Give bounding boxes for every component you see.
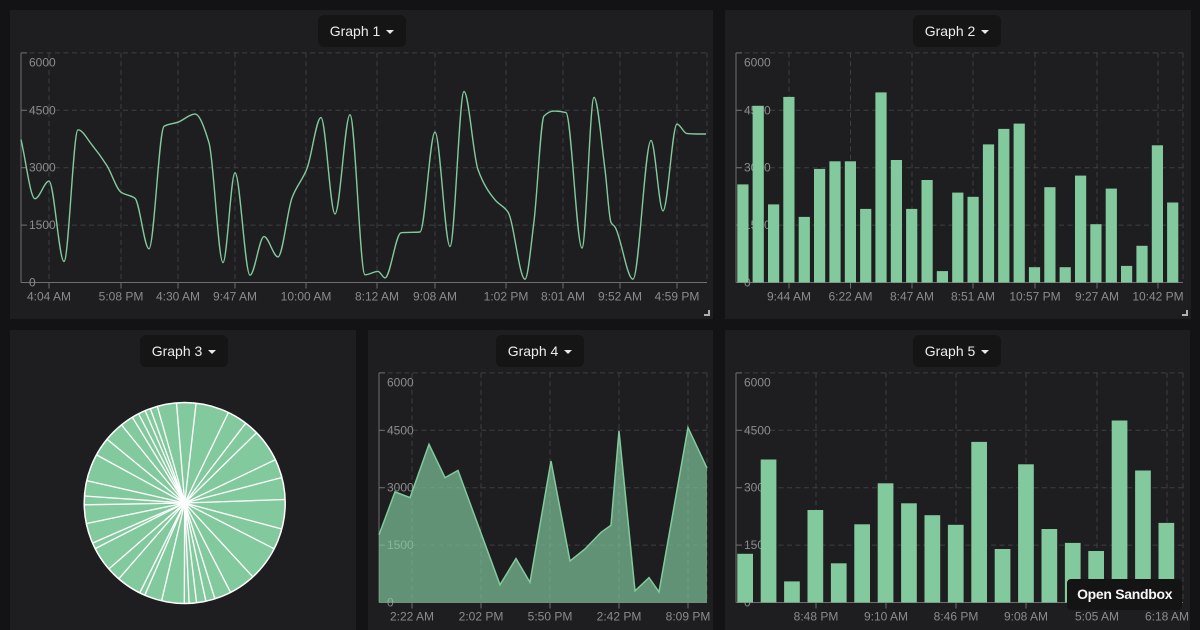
svg-text:1:02 PM: 1:02 PM: [484, 290, 529, 304]
svg-text:9:08 AM: 9:08 AM: [413, 290, 457, 304]
svg-text:6000: 6000: [387, 375, 414, 389]
svg-text:5:08 PM: 5:08 PM: [99, 290, 144, 304]
svg-text:9:44 AM: 9:44 AM: [767, 290, 811, 304]
svg-text:2:42 PM: 2:42 PM: [597, 610, 642, 624]
svg-text:8:09 PM: 8:09 PM: [666, 610, 711, 624]
svg-text:3000: 3000: [387, 481, 414, 495]
svg-text:2:22 AM: 2:22 AM: [390, 610, 434, 624]
svg-text:4:04 AM: 4:04 AM: [27, 290, 71, 304]
svg-text:10:00 AM: 10:00 AM: [281, 290, 332, 304]
svg-text:4500: 4500: [744, 423, 771, 437]
svg-text:9:52 AM: 9:52 AM: [598, 290, 642, 304]
svg-text:4500: 4500: [29, 103, 56, 117]
svg-text:6:22 AM: 6:22 AM: [828, 290, 872, 304]
svg-text:0: 0: [29, 276, 36, 290]
svg-text:8:46 PM: 8:46 PM: [934, 610, 979, 624]
svg-text:6000: 6000: [744, 375, 771, 389]
svg-text:10:42 PM: 10:42 PM: [1132, 290, 1183, 304]
svg-text:9:47 AM: 9:47 AM: [213, 290, 257, 304]
svg-text:10:57 PM: 10:57 PM: [1009, 290, 1060, 304]
svg-text:5:05 AM: 5:05 AM: [1075, 610, 1119, 624]
svg-text:9:08 AM: 9:08 AM: [1004, 610, 1048, 624]
svg-text:1500: 1500: [29, 218, 56, 232]
svg-text:3000: 3000: [29, 161, 56, 175]
svg-text:6000: 6000: [744, 55, 771, 69]
svg-text:6000: 6000: [29, 55, 56, 69]
svg-text:8:01 AM: 8:01 AM: [541, 290, 585, 304]
svg-text:8:47 AM: 8:47 AM: [890, 290, 934, 304]
svg-text:8:51 AM: 8:51 AM: [951, 290, 995, 304]
svg-text:9:27 AM: 9:27 AM: [1075, 290, 1119, 304]
svg-text:4:59 PM: 4:59 PM: [655, 290, 700, 304]
svg-text:8:48 PM: 8:48 PM: [794, 610, 839, 624]
svg-text:5:50 PM: 5:50 PM: [528, 610, 573, 624]
svg-text:9:10 AM: 9:10 AM: [864, 610, 908, 624]
svg-text:8:12 AM: 8:12 AM: [355, 290, 399, 304]
svg-text:4:30 AM: 4:30 AM: [156, 290, 200, 304]
svg-text:6:18 AM: 6:18 AM: [1145, 610, 1189, 624]
svg-text:4500: 4500: [387, 423, 414, 437]
svg-text:2:02 PM: 2:02 PM: [459, 610, 504, 624]
